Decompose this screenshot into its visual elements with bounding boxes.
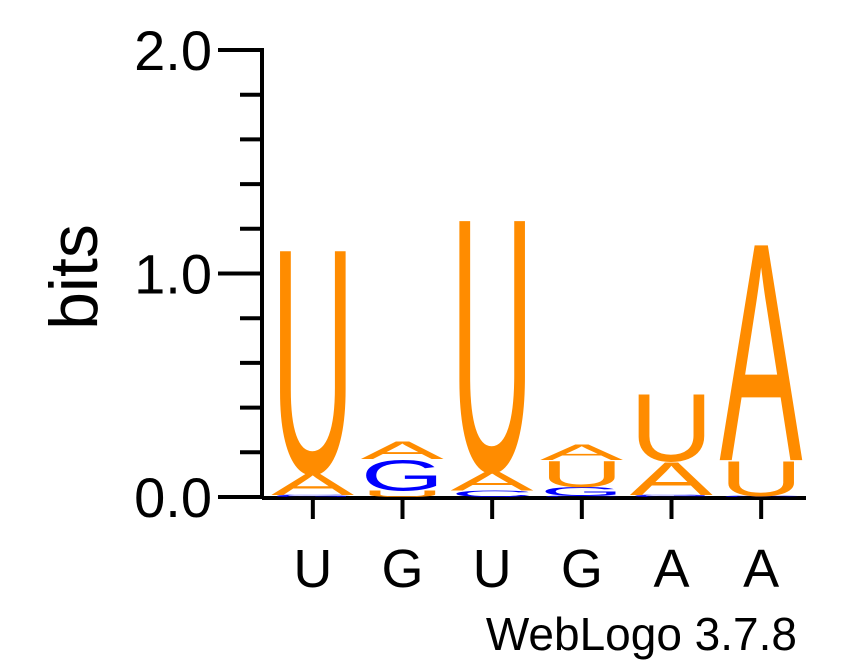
letter-u: U	[630, 374, 713, 482]
letter-a: A	[361, 437, 444, 465]
letter-g: G	[630, 494, 713, 496]
letter-c: C	[540, 496, 623, 498]
position-stack: CUA	[719, 179, 802, 527]
x-tick-label: U	[473, 539, 512, 599]
x-tick-label: A	[743, 539, 779, 599]
y-axis-label: bits	[36, 224, 112, 330]
x-tick-label: G	[561, 539, 603, 599]
letter-a: A	[450, 465, 533, 496]
letter-g: G	[271, 496, 354, 498]
x-tick-label: U	[293, 539, 332, 599]
letter-c: C	[271, 494, 354, 496]
letter-u: U	[361, 489, 444, 499]
letter-a: A	[630, 452, 713, 504]
letter-c: C	[450, 489, 533, 499]
letter-u: U	[719, 450, 802, 506]
position-stack: UGA	[361, 437, 444, 500]
letter-c: C	[719, 496, 802, 498]
x-tick-label: A	[653, 539, 689, 599]
letter-a: A	[719, 179, 802, 527]
y-tick-label: 0.0	[134, 466, 212, 529]
letter-g: G	[540, 485, 623, 499]
weblogo-credit: WebLogo 3.7.8	[486, 608, 797, 660]
letter-u: U	[540, 453, 623, 495]
x-tick-label: G	[381, 539, 423, 599]
letter-u: U	[450, 143, 533, 547]
letter-c: C	[630, 496, 713, 498]
y-tick-label: 2.0	[134, 19, 212, 82]
letter-u: U	[271, 182, 354, 541]
letter-a: A	[271, 467, 355, 502]
position-stack: CAU	[450, 143, 533, 547]
letter-g: G	[361, 451, 444, 500]
letter-a: A	[540, 440, 624, 464]
y-axis: 0.0 1.0 2.0	[134, 19, 264, 529]
y-tick-label: 1.0	[134, 243, 212, 306]
